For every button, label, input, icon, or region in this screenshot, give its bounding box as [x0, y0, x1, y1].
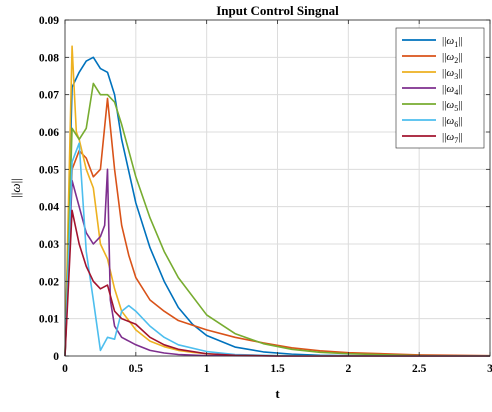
legend-text-part: || — [458, 83, 462, 95]
legend-text-part: || — [458, 115, 462, 127]
legend-text-part: || — [458, 99, 462, 111]
legend-text-part: ω — [446, 67, 454, 79]
legend-entry: ||ω4|| — [442, 83, 463, 97]
y-tick-label: 0.04 — [39, 202, 59, 214]
legend-text-part: 5 — [454, 104, 458, 113]
legend-entry: ||ω1|| — [442, 35, 463, 49]
legend-text-part: 7 — [454, 136, 458, 145]
legend-text-part: 6 — [454, 120, 458, 129]
legend-text-part: || — [442, 35, 446, 47]
y-tick-label: 0.09 — [39, 15, 59, 27]
x-tick-label: 2 — [345, 363, 351, 375]
legend-text-part: 1 — [454, 40, 458, 49]
legend-text-part: || — [458, 67, 462, 79]
legend-text-part: ω — [446, 35, 454, 47]
series-line-omega2 — [64, 97, 491, 357]
y-tick-label: 0.08 — [39, 52, 59, 64]
legend-text-part: || — [442, 115, 446, 127]
legend-entry: ||ω5|| — [442, 99, 463, 113]
legend-text-part: ω — [446, 131, 454, 143]
y-label-bars: || — [8, 178, 23, 183]
legend-text-part: || — [442, 99, 446, 111]
legend-text-part: ω — [446, 115, 454, 127]
legend-text-part: ω — [446, 83, 454, 95]
y-tick-label: 0.06 — [39, 127, 59, 139]
legend-text-part: || — [442, 67, 446, 79]
legend: ||ω1||||ω2||||ω3||||ω4||||ω5||||ω6||||ω7… — [395, 27, 485, 149]
legend-text-part: || — [442, 131, 446, 143]
legend-text-part: || — [458, 131, 462, 143]
y-label-symbol: ω — [8, 183, 23, 192]
x-axis-label: t — [275, 386, 280, 401]
y-tick-label: 0.05 — [39, 164, 59, 176]
axis-ticks: 0 0.5 1 1.5 2 2.5 3 0 0.01 0.02 0.03 0.04 0.05 0.06 0.… — [39, 15, 492, 375]
legend-text-part: ω — [446, 99, 454, 111]
y-tick-label: 0 — [53, 351, 59, 363]
legend-text-part: || — [442, 51, 446, 63]
legend-entry: ||ω6|| — [442, 115, 463, 129]
y-label-bars: || — [8, 193, 23, 198]
series-line-omega7 — [64, 209, 490, 357]
x-tick-label: 3 — [487, 363, 492, 375]
legend-entry: ||ω3|| — [442, 67, 463, 81]
legend-text-part: ω — [446, 51, 454, 63]
legend-entry: ||ω2|| — [442, 51, 463, 65]
legend-text-part: 2 — [454, 56, 458, 65]
x-tick-label: 1 — [204, 363, 210, 375]
x-tick-label: 0.5 — [129, 363, 144, 375]
y-tick-label: 0.07 — [39, 90, 59, 102]
legend-text-part: || — [458, 51, 462, 63]
series-line-omega1 — [64, 56, 490, 357]
x-tick-label: 1.5 — [270, 363, 285, 375]
chart-title: Input Control Singnal — [216, 3, 339, 18]
x-tick-label: 2.5 — [412, 363, 427, 375]
legend-entry: ||ω7|| — [442, 131, 463, 145]
legend-text-part: || — [442, 83, 446, 95]
legend-text-part: || — [458, 35, 462, 47]
y-tick-label: 0.03 — [39, 239, 59, 251]
x-tick-label: 0 — [62, 363, 68, 375]
y-tick-label: 0.02 — [39, 276, 59, 288]
series-line-omega5 — [64, 82, 491, 357]
legend-text-part: 4 — [454, 88, 458, 97]
y-axis-label: ||ω|| — [8, 178, 23, 198]
series-lines — [64, 45, 491, 357]
y-tick-label: 0.01 — [39, 314, 59, 326]
legend-text-part: 3 — [454, 72, 458, 81]
